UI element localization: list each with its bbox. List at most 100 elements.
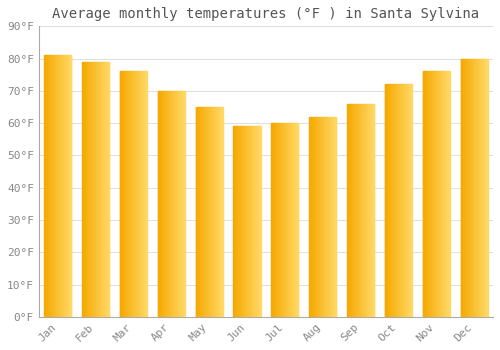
Bar (97, 62, 98, 317)
Bar (392, 84, 393, 317)
Bar (253, 126, 254, 317)
Bar (470, 58, 472, 317)
Bar (88, 62, 89, 317)
Bar (320, 117, 322, 317)
Bar (95, 62, 96, 317)
Bar (436, 71, 437, 317)
Bar (437, 71, 438, 317)
Bar (196, 107, 197, 317)
Bar (310, 117, 311, 317)
Bar (322, 117, 324, 317)
Bar (198, 107, 199, 317)
Bar (70, 55, 72, 317)
Bar (52, 55, 53, 317)
Bar (389, 84, 390, 317)
Bar (249, 126, 250, 317)
Bar (248, 126, 249, 317)
Bar (332, 117, 333, 317)
Bar (145, 71, 146, 317)
Bar (408, 84, 410, 317)
Bar (290, 123, 291, 317)
Bar (289, 123, 290, 317)
Bar (483, 58, 484, 317)
Bar (486, 58, 487, 317)
Bar (51, 55, 52, 317)
Bar (448, 71, 449, 317)
Bar (358, 104, 359, 317)
Bar (218, 107, 220, 317)
Bar (257, 126, 258, 317)
Bar (178, 91, 179, 317)
Bar (487, 58, 488, 317)
Bar (93, 62, 94, 317)
Bar (102, 62, 103, 317)
Bar (137, 71, 138, 317)
Bar (174, 91, 176, 317)
Bar (297, 123, 298, 317)
Bar (86, 62, 88, 317)
Bar (350, 104, 351, 317)
Bar (428, 71, 429, 317)
Bar (426, 71, 428, 317)
Bar (287, 123, 288, 317)
Bar (434, 71, 435, 317)
Bar (242, 126, 243, 317)
Bar (236, 126, 237, 317)
Bar (359, 104, 360, 317)
Bar (159, 91, 160, 317)
Bar (202, 107, 203, 317)
Bar (206, 107, 207, 317)
Bar (90, 62, 91, 317)
Bar (180, 91, 181, 317)
Bar (309, 117, 310, 317)
Bar (214, 107, 216, 317)
Bar (121, 71, 122, 317)
Title: Average monthly temperatures (°F ) in Santa Sylvina: Average monthly temperatures (°F ) in Sa… (52, 7, 480, 21)
Bar (360, 104, 361, 317)
Bar (141, 71, 142, 317)
Bar (182, 91, 183, 317)
Bar (311, 117, 312, 317)
Bar (205, 107, 206, 317)
Bar (352, 104, 353, 317)
Bar (474, 58, 475, 317)
Bar (165, 91, 166, 317)
Bar (130, 71, 132, 317)
Bar (120, 71, 121, 317)
Bar (466, 58, 468, 317)
Bar (405, 84, 406, 317)
Bar (353, 104, 354, 317)
Bar (422, 71, 424, 317)
Bar (391, 84, 392, 317)
Bar (213, 107, 214, 317)
Bar (104, 62, 105, 317)
Bar (447, 71, 448, 317)
Bar (395, 84, 396, 317)
Bar (472, 58, 473, 317)
Bar (234, 126, 236, 317)
Bar (163, 91, 164, 317)
Bar (348, 104, 349, 317)
Bar (463, 58, 464, 317)
Bar (386, 84, 387, 317)
Bar (164, 91, 165, 317)
Bar (176, 91, 178, 317)
Bar (238, 126, 239, 317)
Bar (92, 62, 93, 317)
Bar (96, 62, 97, 317)
Bar (245, 126, 246, 317)
Bar (136, 71, 137, 317)
Bar (478, 58, 479, 317)
Bar (135, 71, 136, 317)
Bar (107, 62, 108, 317)
Bar (134, 71, 135, 317)
Bar (204, 107, 205, 317)
Bar (59, 55, 60, 317)
Bar (66, 55, 68, 317)
Bar (440, 71, 441, 317)
Bar (312, 117, 313, 317)
Bar (208, 107, 209, 317)
Bar (429, 71, 430, 317)
Bar (49, 55, 50, 317)
Bar (146, 71, 147, 317)
